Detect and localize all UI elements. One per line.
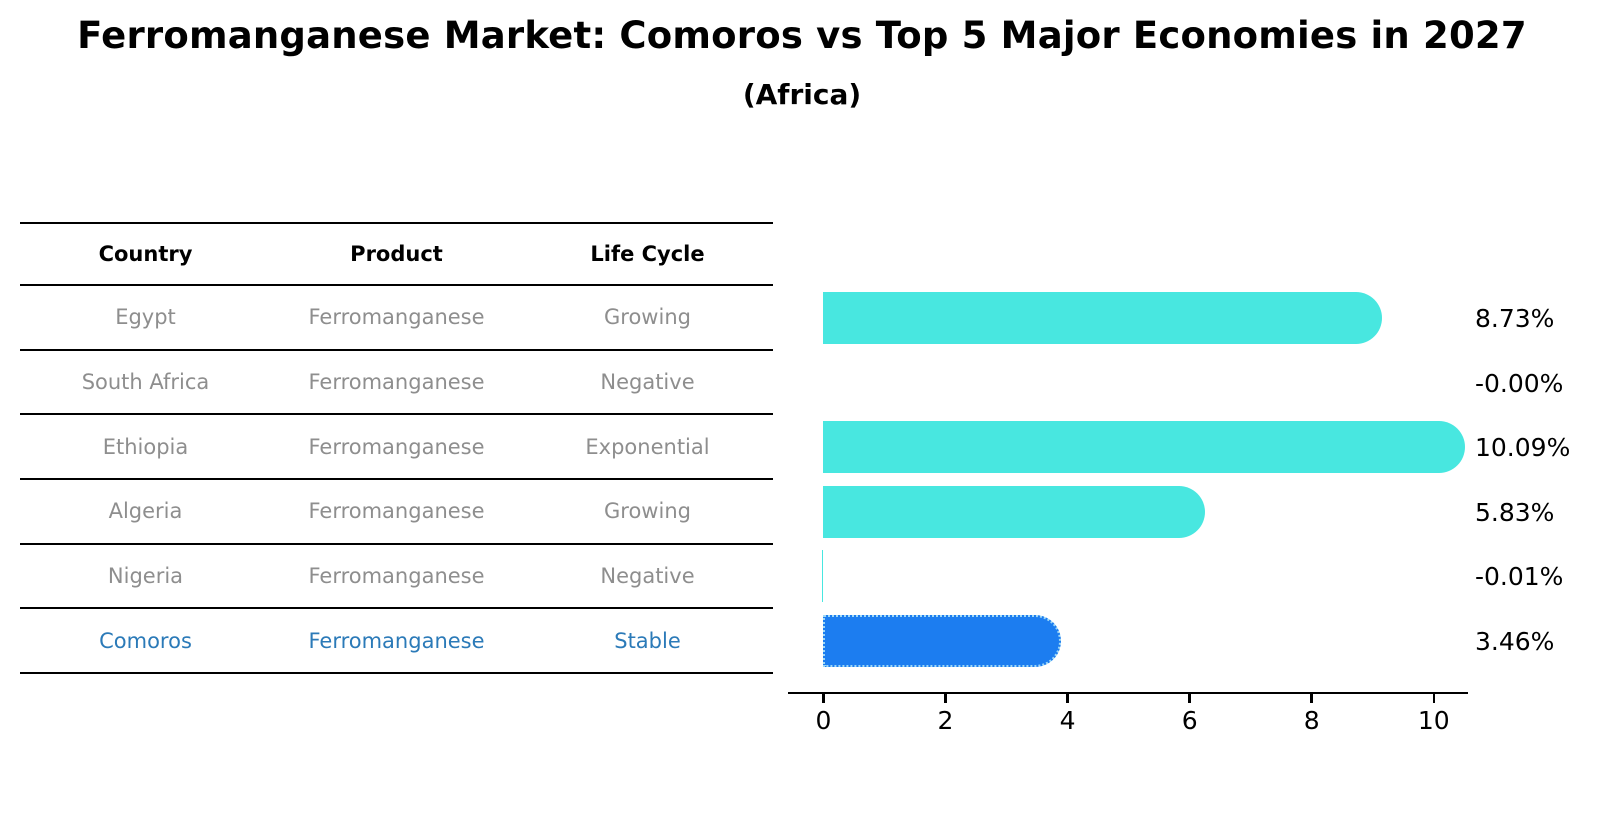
bar-egypt: [823, 292, 1383, 344]
table-cell-product: Ferromanganese: [308, 628, 485, 653]
table-cell-life-cycle: Growing: [604, 305, 691, 330]
bar-value-label: 3.46%: [1475, 626, 1555, 656]
table-header-country: Country: [98, 242, 193, 266]
table-cell-life-cycle: Exponential: [585, 434, 710, 459]
x-tick-label: 10: [1417, 706, 1450, 735]
table-cell-life-cycle: Negative: [600, 564, 695, 589]
table-cell-country: South Africa: [81, 370, 210, 395]
table-cell-country: Ethiopia: [102, 434, 189, 459]
bar-nigeria: [821, 550, 824, 602]
bar-algeria: [823, 485, 1206, 538]
x-tick-label: 8: [1303, 706, 1320, 735]
page-subtitle: (Africa): [742, 78, 862, 111]
x-tick: [1066, 694, 1069, 704]
bar-ethiopia: [823, 421, 1466, 473]
table-header-product: Product: [350, 242, 443, 266]
table-cell-country: Algeria: [108, 499, 183, 524]
x-tick-label: 6: [1181, 706, 1198, 735]
table-cell-product: Ferromanganese: [308, 499, 485, 524]
x-tick: [822, 694, 825, 704]
x-tick-label: 0: [815, 706, 832, 735]
x-tick-label: 2: [937, 706, 954, 735]
table-row: Algeria Ferromanganese Growing: [20, 480, 773, 545]
x-tick: [1188, 694, 1191, 704]
table-row: Ethiopia Ferromanganese Exponential: [20, 415, 773, 481]
table-row: Nigeria Ferromanganese Negative: [20, 545, 773, 610]
bar-value-label: 5.83%: [1475, 497, 1555, 527]
bar-value-label: -0.01%: [1475, 562, 1564, 591]
table-cell-country: Comoros: [99, 628, 192, 653]
table-cell-product: Ferromanganese: [308, 370, 485, 395]
x-tick: [944, 694, 947, 704]
comparison-table: Country Product Life Cycle Egypt Ferroman…: [20, 222, 773, 675]
x-tick: [1310, 694, 1313, 704]
bar-value-label: 8.73%: [1475, 304, 1555, 333]
table-cell-life-cycle: Negative: [600, 370, 695, 395]
table-cell-country: Nigeria: [107, 564, 184, 589]
table-header-row: Country Product Life Cycle: [20, 222, 773, 286]
table-cell-life-cycle: Stable: [614, 628, 681, 653]
table-cell-life-cycle: Growing: [604, 499, 691, 524]
page-title: Ferromanganese Market: Comoros vs Top 5 …: [77, 14, 1527, 57]
table-header-life-cycle: Life Cycle: [590, 242, 705, 266]
table-cell-product: Ferromanganese: [308, 564, 485, 589]
x-tick: [1432, 694, 1436, 704]
bar-highlight-comoros: [823, 614, 1061, 667]
table-row: South Africa Ferromanganese Negative: [20, 351, 773, 416]
table-cell-country: Egypt: [115, 305, 176, 330]
x-tick-label: 4: [1059, 706, 1076, 735]
bar-value-label: -0.00%: [1475, 368, 1564, 398]
table-body: Egypt Ferromanganese Growing South Africa Fe…: [20, 286, 773, 675]
table-cell-product: Ferromanganese: [308, 305, 485, 330]
bar-value-label: 10.09%: [1475, 433, 1571, 462]
table-row: Comoros Ferromanganese Stable: [20, 609, 773, 675]
table-row: Egypt Ferromanganese Growing: [20, 286, 773, 351]
x-axis-line: [788, 691, 1468, 695]
table-cell-product: Ferromanganese: [308, 434, 485, 459]
